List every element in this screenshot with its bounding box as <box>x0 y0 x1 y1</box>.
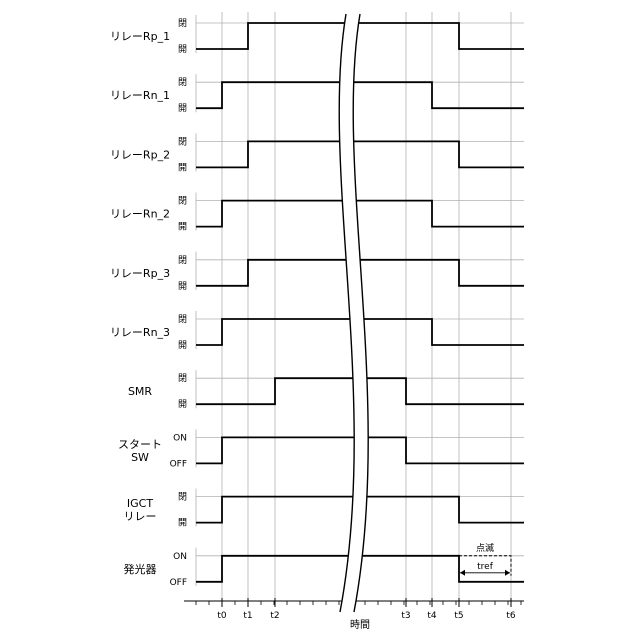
signal-name: リレーRn_2 <box>110 208 170 221</box>
signal-row: 発光器 ON OFF <box>124 548 525 588</box>
state-high-label: ON <box>173 552 187 562</box>
state-low-label: 開 <box>178 281 187 292</box>
state-low-label: 開 <box>178 103 187 114</box>
time-break-mark <box>339 14 368 612</box>
blink-annotation: 点滅 tref <box>459 542 511 576</box>
signal-row: リレーRn_1 閉開 <box>110 74 524 114</box>
tick-label-t1: t1 <box>243 611 252 621</box>
signal-row: リレーRn_3 閉開 <box>110 311 524 351</box>
state-low-label: 開 <box>178 162 187 173</box>
signal-name: リレーRn_3 <box>110 326 170 339</box>
state-low-label: 開 <box>178 340 187 351</box>
signal-name: リレーRp_3 <box>110 267 170 280</box>
signal-row: IGCTリレー 閉開 <box>124 489 525 529</box>
tick-label-t2: t2 <box>270 611 279 621</box>
tick-label-t6: t6 <box>506 611 516 621</box>
signal-waveform <box>196 201 524 227</box>
signal-row: リレーRn_2 閉開 <box>110 193 524 233</box>
signal-name: 発光器 <box>124 562 157 576</box>
state-low-label: 開 <box>178 222 187 233</box>
signal-row: リレーRp_3 閉開 <box>110 252 524 292</box>
arrow-left-icon <box>460 570 465 576</box>
signal-row: SMR 閉開 <box>128 370 524 410</box>
state-high-label: 閉 <box>178 77 187 88</box>
state-high-label: ON <box>173 433 187 443</box>
signal-waveform <box>196 82 524 108</box>
tref-label: tref <box>477 562 494 572</box>
tick-label-t4: t4 <box>427 611 437 621</box>
signal-name: リレーRp_1 <box>110 30 170 43</box>
state-high-label: 閉 <box>178 255 187 266</box>
signal-row: リレーRp_1 閉開 <box>110 15 524 55</box>
state-low-label: OFF <box>170 459 187 469</box>
axis-title: 時間 <box>350 619 370 631</box>
signal-waveform <box>196 141 524 167</box>
tick-label-t0: t0 <box>217 611 227 621</box>
signal-rows: リレーRp_1閉開リレーRn_1閉開リレーRp_2閉開リレーRn_2閉開リレーR… <box>110 15 524 588</box>
state-low-label: 開 <box>178 518 187 529</box>
signal-name: リレーRn_1 <box>110 89 170 102</box>
signal-row: リレーRp_2 閉開 <box>110 133 524 173</box>
state-low-label: OFF <box>170 578 187 588</box>
signal-name: リレー <box>124 510 157 523</box>
signal-name: SMR <box>128 385 152 398</box>
tick-label-t3: t3 <box>401 611 410 621</box>
state-high-label: 閉 <box>178 373 187 384</box>
state-low-label: 開 <box>178 44 187 55</box>
signal-name: スタート <box>118 438 162 451</box>
arrow-right-icon <box>505 570 510 576</box>
signal-row: スタートSW ON OFF <box>118 429 524 469</box>
blink-label: 点滅 <box>476 542 494 554</box>
state-high-label: 閉 <box>178 314 187 325</box>
state-high-label: 閉 <box>178 136 187 147</box>
state-high-label: 閉 <box>178 196 187 207</box>
state-high-label: 閉 <box>178 18 187 29</box>
state-low-label: 開 <box>178 399 187 410</box>
signal-name: IGCT <box>127 497 153 510</box>
state-high-label: 閉 <box>178 492 187 503</box>
signal-waveform <box>196 23 524 49</box>
signal-name: SW <box>131 451 149 464</box>
tick-label-t5: t5 <box>454 611 463 621</box>
signal-name: リレーRp_2 <box>110 148 170 161</box>
